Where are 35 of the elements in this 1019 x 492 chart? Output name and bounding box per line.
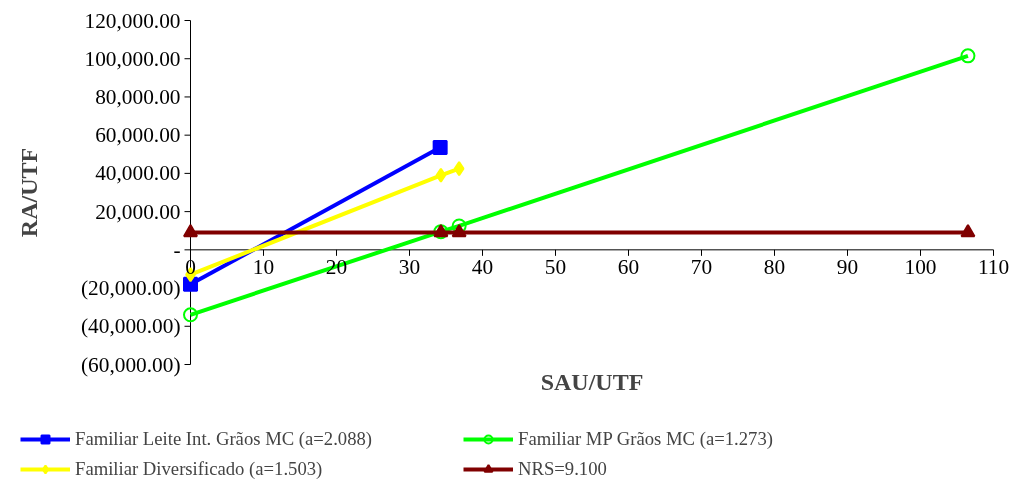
- y-tick-label: 60,000.00: [95, 123, 181, 148]
- point: [451, 223, 467, 238]
- point: [432, 140, 448, 156]
- y-tick-label: -: [173, 237, 181, 262]
- y-tick-label: (60,000.00): [80, 352, 181, 377]
- y-tick-label: 100,000.00: [84, 46, 181, 71]
- y-tick-label: 80,000.00: [95, 84, 181, 109]
- x-tick-label: 90: [836, 254, 859, 279]
- legend-label: Familiar Leite Int. Grãos MC (a=2.088): [75, 428, 374, 450]
- legend-label: NRS=9.100: [518, 458, 608, 480]
- y-tick-label: 120,000.00: [84, 8, 181, 33]
- y-axis-title: RA/UTF: [15, 147, 42, 238]
- point: [453, 161, 465, 177]
- point: [183, 223, 198, 238]
- point: [183, 276, 198, 292]
- x-tick-label: 80: [763, 254, 786, 279]
- point: [435, 167, 447, 183]
- legend-label: Familiar Diversificado (a=1.503): [75, 458, 324, 480]
- x-tick-label: 70: [690, 254, 713, 279]
- x-tick-label: 50: [544, 254, 567, 279]
- point: [960, 223, 976, 238]
- x-tick-label: 40: [471, 254, 494, 279]
- x-tick-label: 30: [398, 254, 421, 279]
- x-axis-title: SAU/UTF: [540, 368, 644, 395]
- point: [960, 48, 976, 64]
- x-tick-label: 100: [904, 254, 937, 279]
- y-tick-label: 40,000.00: [95, 161, 181, 186]
- y-tick-label: 20,000.00: [95, 199, 181, 224]
- y-tick-label: (40,000.00): [80, 314, 181, 339]
- point: [183, 307, 198, 323]
- y-tick-label: (20,000.00): [80, 276, 181, 301]
- x-tick-label: 110: [977, 254, 1010, 279]
- x-tick-label: 60: [617, 254, 640, 279]
- x-tick-label: 10: [252, 254, 275, 279]
- legend-label: Familiar MP Grãos MC (a=1.273): [518, 428, 774, 450]
